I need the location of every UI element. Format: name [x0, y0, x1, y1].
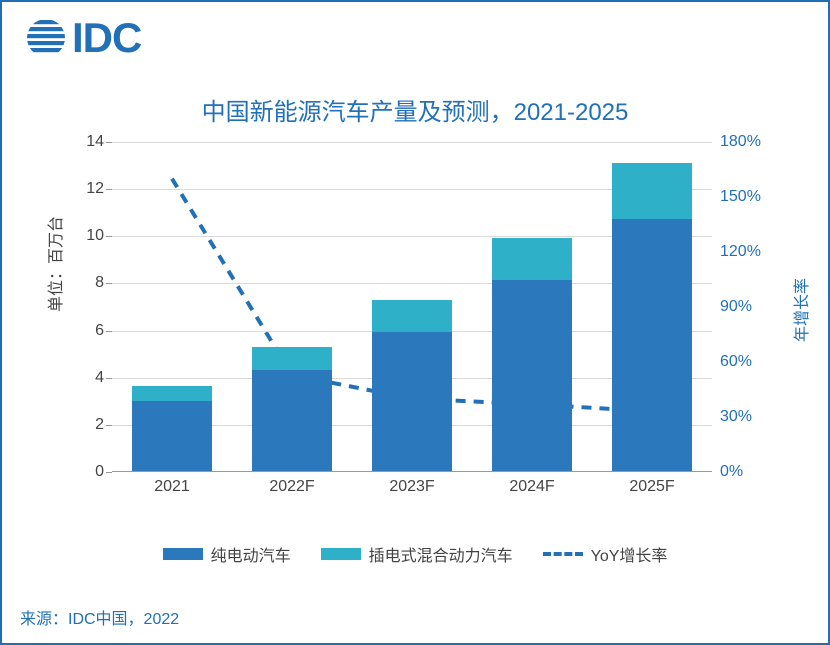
- y2-tick: 30%: [712, 408, 752, 426]
- logo-text: IDC: [72, 14, 141, 62]
- y1-tick: 10: [86, 227, 112, 245]
- x-category: 2024F: [509, 478, 554, 496]
- y1-tick: 12: [86, 180, 112, 198]
- bar-segment: [252, 347, 332, 369]
- x-category: 2021: [154, 478, 190, 496]
- y1-tick: 14: [86, 133, 112, 151]
- legend-label: YoY增长率: [591, 542, 668, 566]
- bar-segment: [612, 219, 692, 471]
- bar-segment: [252, 370, 332, 471]
- y1-axis-label: 单位：百万台: [42, 216, 66, 312]
- x-category: 2022F: [269, 478, 314, 496]
- bar-segment: [132, 386, 212, 401]
- y1-tick: 2: [95, 416, 112, 434]
- y2-tick: 0%: [712, 463, 743, 481]
- plot-region: 024681012140%30%60%90%120%150%180%: [112, 142, 712, 472]
- bar-segment: [612, 163, 692, 218]
- chart-area: 024681012140%30%60%90%120%150%180% 2021 2…: [112, 142, 712, 502]
- bar-segment: [132, 401, 212, 471]
- grid-line: [112, 142, 712, 143]
- chart-title: 中国新能源汽车产量及预测，2021-2025: [2, 92, 828, 127]
- y2-tick: 60%: [712, 353, 752, 371]
- legend-label: 插电式混合动力汽车: [369, 542, 513, 566]
- y1-tick: 8: [95, 274, 112, 292]
- chart-frame: IDC 中国新能源汽车产量及预测，2021-2025 单位：百万台 年增长率 0…: [0, 0, 830, 645]
- logo: IDC: [26, 14, 141, 62]
- bar-segment: [372, 332, 452, 471]
- legend-dash: [543, 552, 583, 556]
- y1-tick: 4: [95, 369, 112, 387]
- legend-swatch: [321, 548, 361, 560]
- y2-tick: 90%: [712, 298, 752, 316]
- legend-item: YoY增长率: [543, 542, 668, 566]
- bar-segment: [492, 280, 572, 471]
- bar-segment: [492, 238, 572, 280]
- y2-tick: 120%: [712, 243, 761, 261]
- y1-tick: 0: [95, 463, 112, 481]
- legend-label: 纯电动汽车: [211, 542, 291, 566]
- legend-swatch: [163, 548, 203, 560]
- y2-tick: 150%: [712, 188, 761, 206]
- globe-icon: [26, 18, 66, 58]
- legend-item: 纯电动汽车: [163, 542, 291, 566]
- legend: 纯电动汽车 插电式混合动力汽车 YoY增长率: [2, 542, 828, 566]
- x-category: 2025F: [629, 478, 674, 496]
- source-text: 来源：IDC中国，2022: [20, 605, 179, 629]
- bar-segment: [372, 300, 452, 332]
- legend-item: 插电式混合动力汽车: [321, 542, 513, 566]
- y1-tick: 6: [95, 322, 112, 340]
- x-category: 2023F: [389, 478, 434, 496]
- y2-axis-label: 年增长率: [788, 278, 812, 342]
- y2-tick: 180%: [712, 133, 761, 151]
